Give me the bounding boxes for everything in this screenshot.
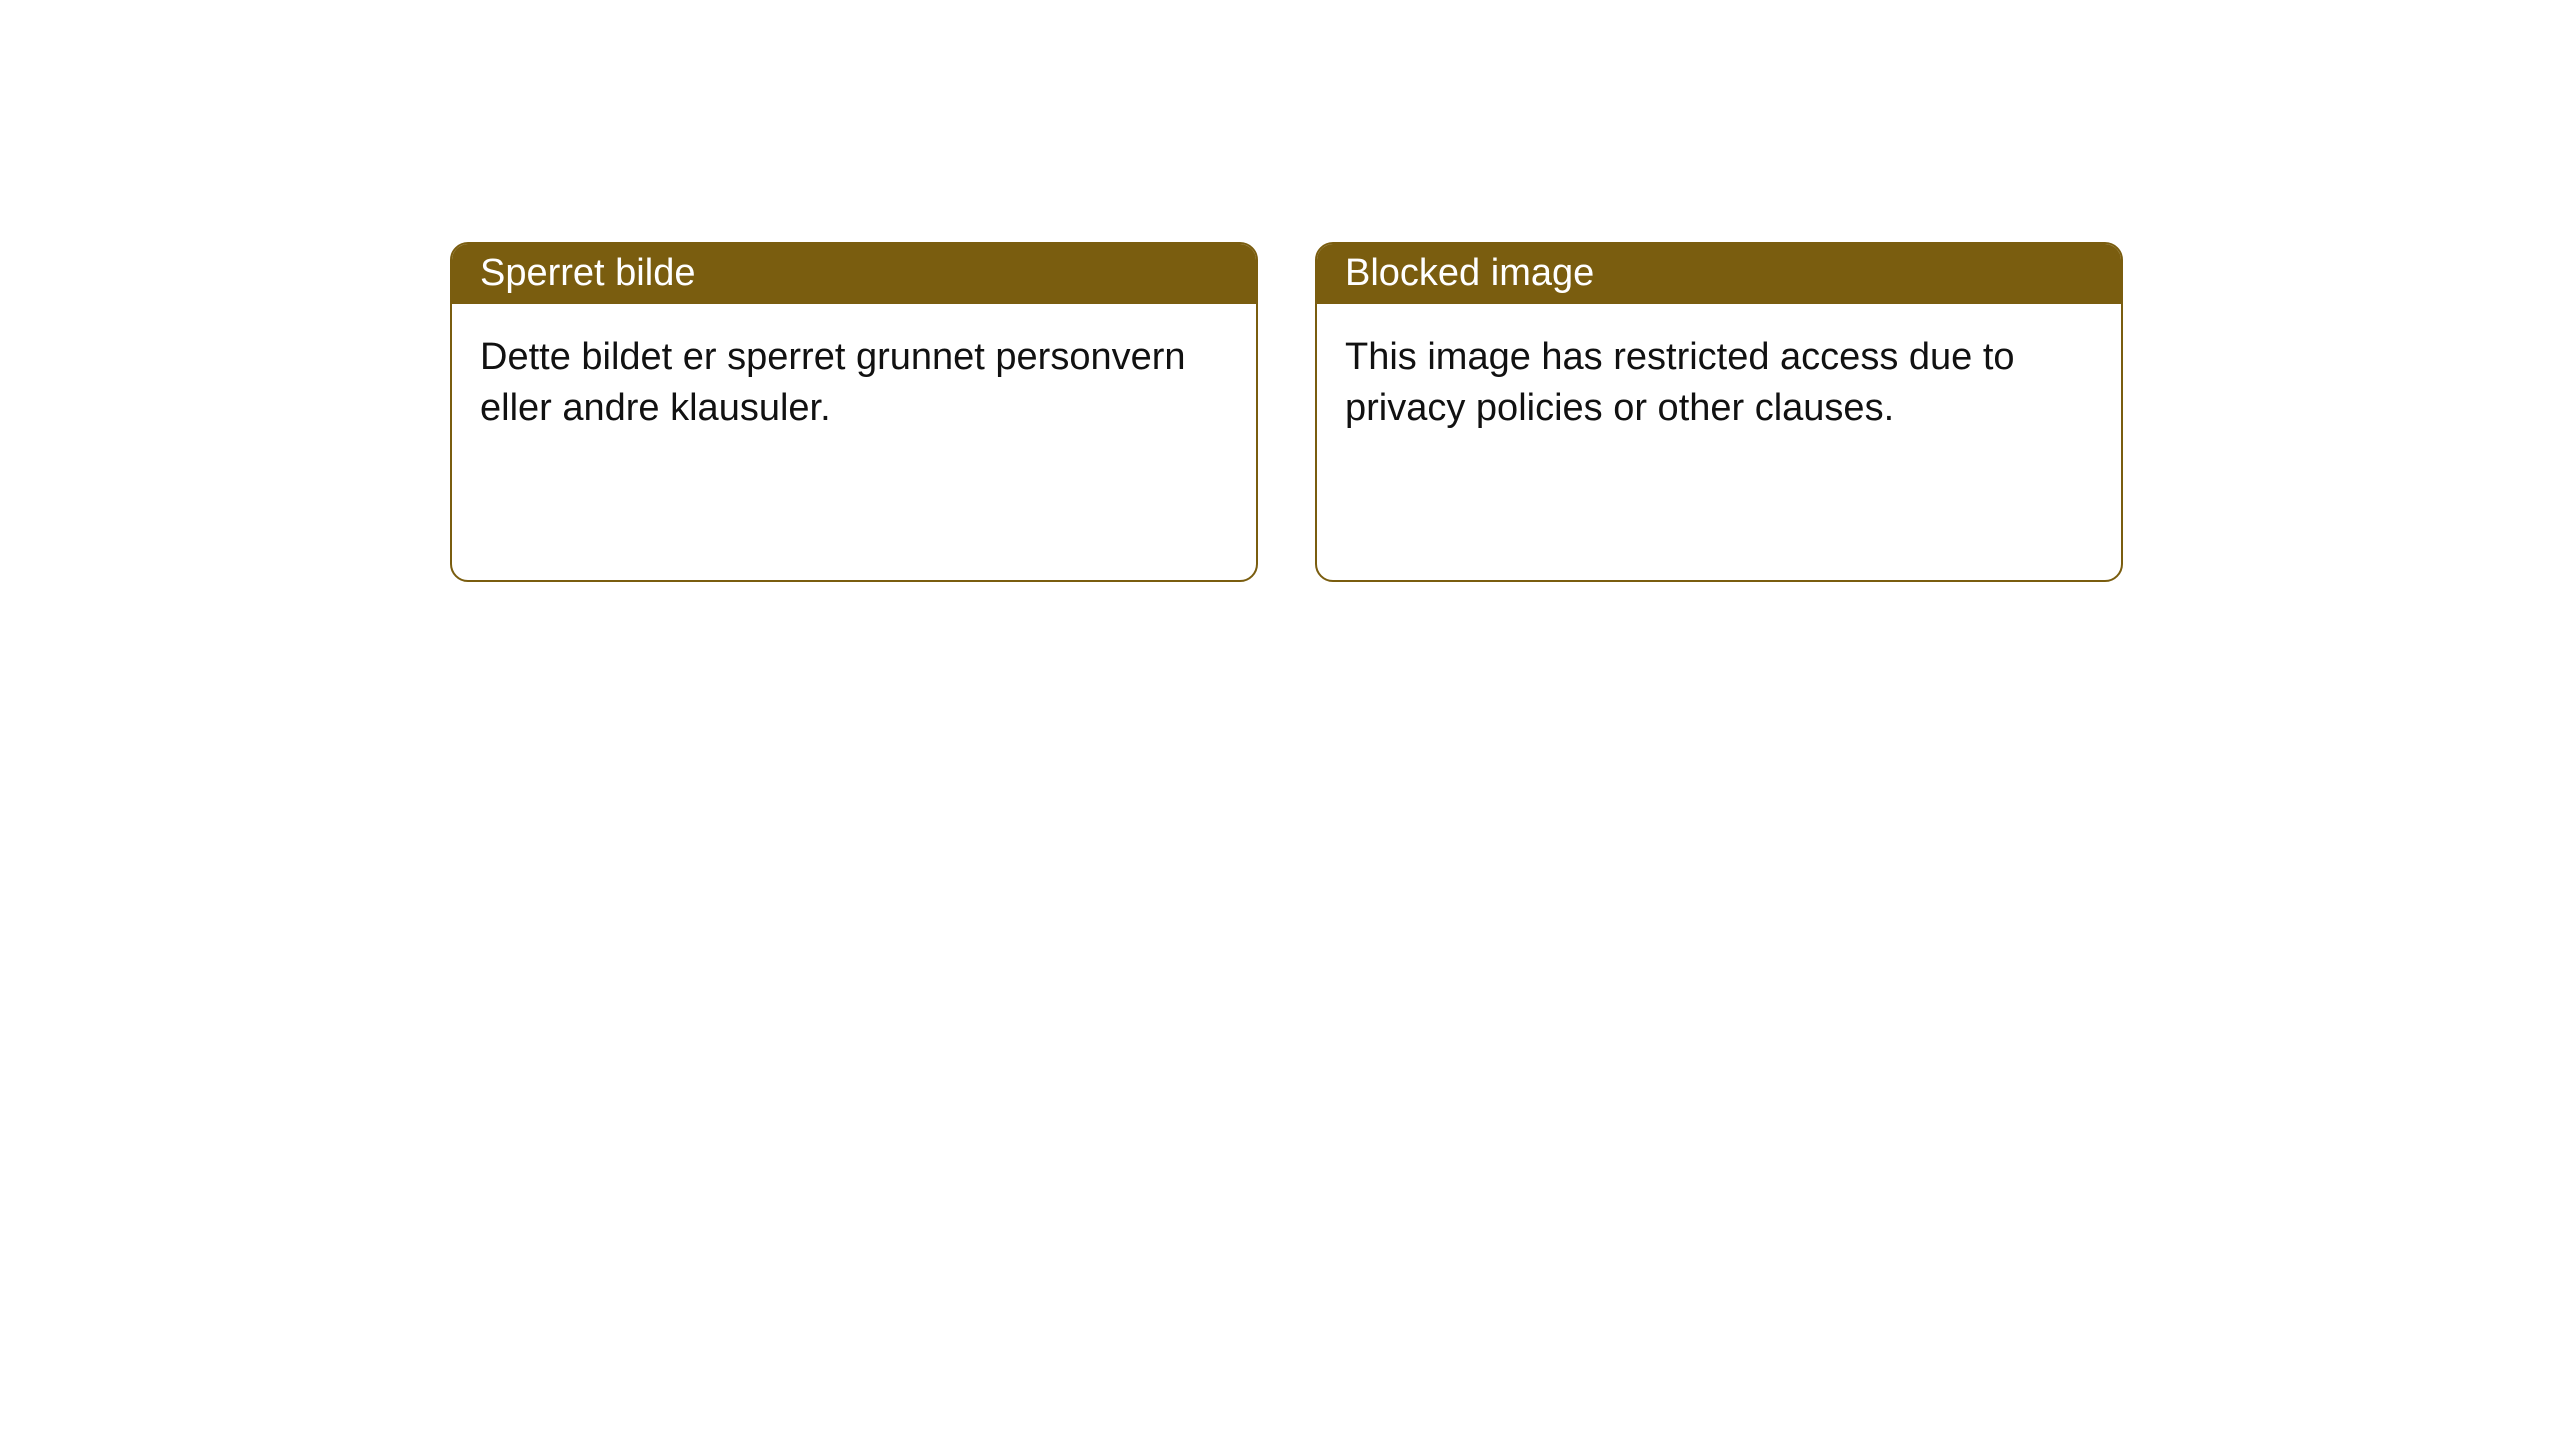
card-body-english: This image has restricted access due to … — [1317, 304, 2121, 463]
card-title-norwegian: Sperret bilde — [452, 244, 1256, 304]
card-body-norwegian: Dette bildet er sperret grunnet personve… — [452, 304, 1256, 463]
card-title-english: Blocked image — [1317, 244, 2121, 304]
card-norwegian: Sperret bilde Dette bildet er sperret gr… — [450, 242, 1258, 582]
cards-row: Sperret bilde Dette bildet er sperret gr… — [450, 242, 2560, 582]
card-english: Blocked image This image has restricted … — [1315, 242, 2123, 582]
